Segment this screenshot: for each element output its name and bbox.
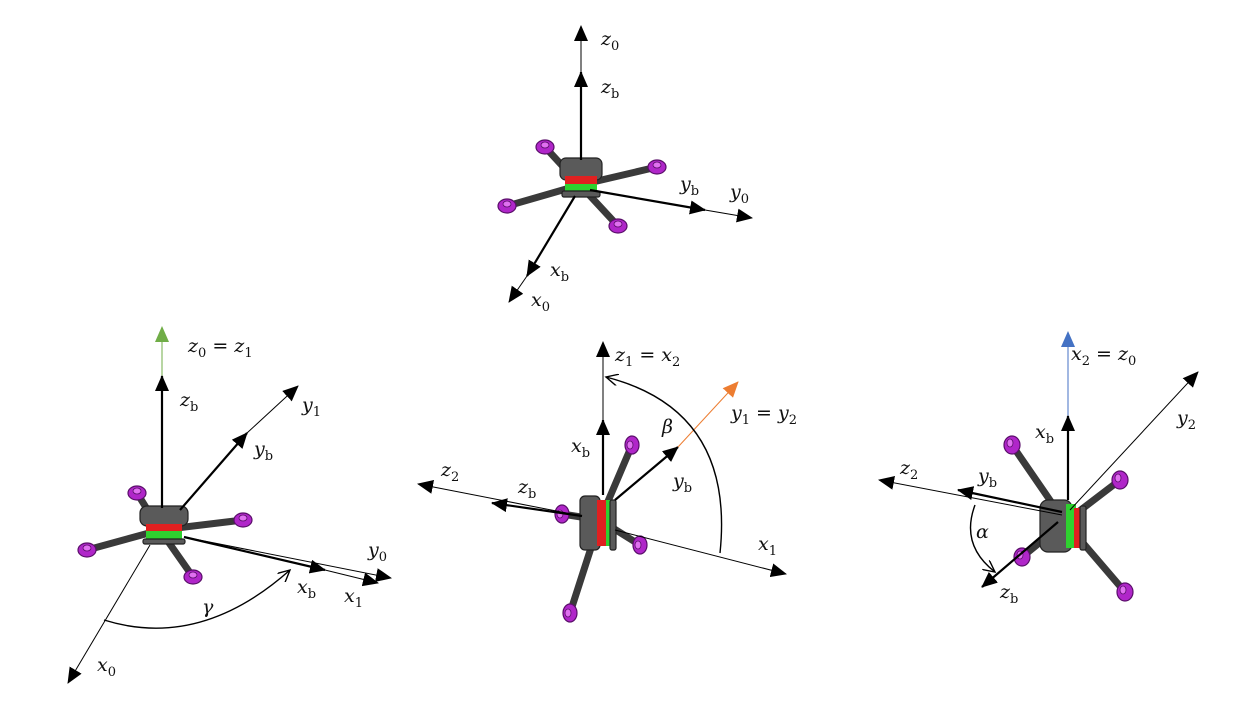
motor-icon xyxy=(183,569,203,585)
motor-icon xyxy=(647,159,667,175)
label-y1-y2: y1 = y2 xyxy=(730,402,797,428)
axis-yb xyxy=(957,486,1063,514)
axis-y0 xyxy=(183,536,392,582)
label-zb: zb xyxy=(999,581,1018,607)
axis-y1 xyxy=(246,385,299,434)
label-y1: y1 xyxy=(301,394,321,420)
roll-panel: x2 = z0 y2 xb z2 yb α zb xyxy=(878,331,1199,607)
label-x1: x1 xyxy=(344,585,363,611)
angle-arc-gamma xyxy=(103,570,290,629)
label-zb: zb xyxy=(179,389,198,415)
axis-y2 xyxy=(1069,371,1199,511)
label-beta: β xyxy=(661,416,673,438)
motor-icon xyxy=(632,535,648,555)
drone-roll xyxy=(1003,435,1134,602)
label-z2: z2 xyxy=(899,457,918,483)
label-x1: x1 xyxy=(758,533,777,559)
label-x2-z0: x2 = z0 xyxy=(1071,343,1136,369)
label-y2: y2 xyxy=(1176,407,1196,433)
motor-icon xyxy=(624,435,640,455)
axis-xb xyxy=(183,535,326,574)
label-yb: yb xyxy=(977,465,997,491)
label-xb: xb xyxy=(297,576,316,602)
drone-top xyxy=(497,139,667,234)
axis-y1-y2 xyxy=(677,381,739,448)
label-xb: xb xyxy=(571,435,590,461)
label-y0: y0 xyxy=(729,181,749,207)
axis-yb xyxy=(589,188,706,215)
axis-x1 xyxy=(614,529,787,578)
label-z1-x2: z1 = x2 xyxy=(614,344,680,370)
axis-z2 xyxy=(878,475,1063,516)
motor-icon xyxy=(497,198,517,214)
axis-x1 xyxy=(324,569,379,587)
motor-icon xyxy=(608,218,628,234)
motor-icon xyxy=(77,542,97,558)
axis-yb xyxy=(179,432,248,511)
top-panel: z0 zb yb y0 xb x0 xyxy=(497,25,753,315)
yaw-panel: z0 = z1 zb y1 yb y0 xb x1 x0 γ xyxy=(67,326,392,684)
motor-icon xyxy=(562,603,578,623)
pitch-panel: z1 = x2 y1 = y2 xb β z2 zb yb x1 xyxy=(417,341,797,623)
axis-x0 xyxy=(67,544,151,684)
axis-z2 xyxy=(417,480,583,517)
motor-icon xyxy=(127,485,147,501)
label-z0: z0 xyxy=(600,28,619,54)
label-x0: x0 xyxy=(97,654,116,680)
motor-icon xyxy=(1003,435,1021,455)
axis-yb xyxy=(614,446,679,501)
label-z0-z1: z0 = z1 xyxy=(187,335,253,361)
label-yb: yb xyxy=(253,438,273,464)
drone-pitch xyxy=(554,435,648,623)
label-y0: y0 xyxy=(367,539,387,565)
label-xb: xb xyxy=(1035,421,1054,447)
label-x0: x0 xyxy=(531,289,550,315)
label-yb: yb xyxy=(672,470,692,496)
label-yb: yb xyxy=(679,173,699,199)
axis-zb xyxy=(981,521,1059,588)
axis-y0 xyxy=(704,208,753,223)
label-zb: zb xyxy=(517,476,536,502)
label-alpha: α xyxy=(976,521,989,543)
motor-icon xyxy=(1116,582,1134,602)
label-zb: zb xyxy=(600,76,619,102)
motor-icon xyxy=(233,512,253,528)
drone-yaw xyxy=(77,485,253,585)
label-xb: xb xyxy=(550,259,569,285)
motor-icon xyxy=(535,139,555,155)
label-gamma: γ xyxy=(202,596,214,618)
angle-arc-beta xyxy=(606,377,723,554)
axis-x0 xyxy=(508,275,528,303)
motor-icon xyxy=(1111,470,1129,490)
angle-arc-alpha xyxy=(969,504,996,572)
axis-xb xyxy=(526,195,576,277)
label-z2: z2 xyxy=(440,459,459,485)
axis-zb xyxy=(491,498,583,518)
